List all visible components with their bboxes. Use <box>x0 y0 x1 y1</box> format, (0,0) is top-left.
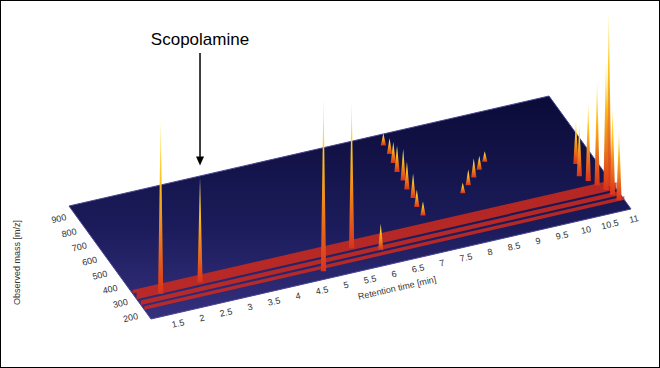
svg-text:8.5: 8.5 <box>507 240 521 253</box>
svg-text:7.5: 7.5 <box>459 251 473 264</box>
svg-text:700: 700 <box>71 240 88 253</box>
svg-text:500: 500 <box>91 269 108 282</box>
svg-text:3: 3 <box>246 302 253 313</box>
svg-text:800: 800 <box>61 226 78 239</box>
svg-text:5.5: 5.5 <box>363 273 377 286</box>
svg-text:11: 11 <box>628 213 639 225</box>
svg-text:Scopolamine: Scopolamine <box>151 30 249 49</box>
svg-text:10: 10 <box>580 224 592 236</box>
svg-text:Observed mass [m/z]: Observed mass [m/z] <box>12 220 22 305</box>
svg-text:600: 600 <box>81 255 98 268</box>
svg-text:300: 300 <box>112 297 129 310</box>
svg-text:200: 200 <box>122 311 139 324</box>
svg-text:1.5: 1.5 <box>171 317 185 330</box>
svg-text:2: 2 <box>198 313 205 324</box>
svg-text:Retention time [min]: Retention time [min] <box>357 274 437 302</box>
svg-text:4: 4 <box>294 291 301 302</box>
svg-text:3.5: 3.5 <box>267 295 281 308</box>
svg-text:7: 7 <box>438 258 445 269</box>
svg-text:4.5: 4.5 <box>315 284 329 297</box>
svg-text:8: 8 <box>486 247 493 258</box>
svg-text:6: 6 <box>390 269 397 280</box>
svg-text:6.5: 6.5 <box>411 262 425 275</box>
svg-text:10.5: 10.5 <box>600 218 619 232</box>
svg-text:2.5: 2.5 <box>219 306 233 319</box>
svg-text:900: 900 <box>50 212 67 225</box>
svg-text:9: 9 <box>534 236 541 247</box>
svg-text:9.5: 9.5 <box>555 229 569 242</box>
svg-text:5: 5 <box>342 280 349 291</box>
svg-text:400: 400 <box>102 283 119 296</box>
